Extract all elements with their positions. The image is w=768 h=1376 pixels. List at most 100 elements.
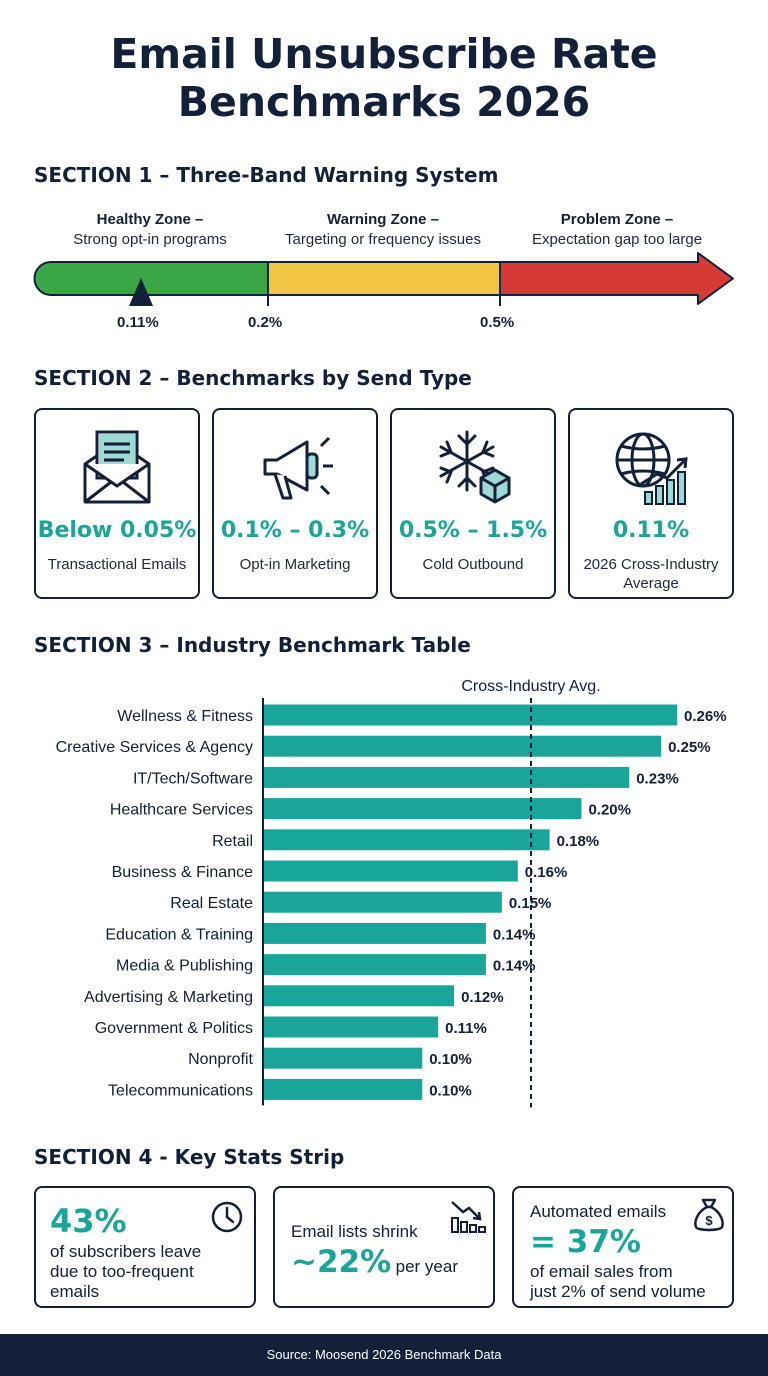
bar-2 xyxy=(263,766,630,788)
bar-7 xyxy=(263,922,486,944)
category-label-8: Media & Publishing xyxy=(116,958,253,975)
bar-5 xyxy=(263,860,518,882)
bar-4 xyxy=(263,829,550,851)
industry-bar-chart: Wellness & Fitness 0.26% Creative Services… xyxy=(56,678,727,1108)
stat-card-automated: $ Automated emails = 37% of email sales … xyxy=(512,1186,734,1308)
stat-22-top-text: Email lists shrink xyxy=(291,1222,418,1241)
value-label-5: 0.16% xyxy=(525,864,568,881)
stat-22-row: ~22% per year xyxy=(291,1244,458,1280)
snowflake-box-icon xyxy=(439,430,511,504)
title-line-2: Benchmarks 2026 xyxy=(177,78,591,126)
stat-card-list-shrink: Email lists shrink ~22% per year xyxy=(273,1186,495,1308)
card-cold-outbound: 0.5% – 1.5% Cold Outbound xyxy=(390,408,556,599)
category-label-3: Healthcare Services xyxy=(110,802,253,819)
stat-22-after-text: per year xyxy=(395,1257,459,1276)
category-label-9: Advertising & Marketing xyxy=(84,989,253,1006)
category-label-11: Nonprofit xyxy=(188,1051,253,1068)
bar-3 xyxy=(263,798,582,820)
category-label-2: IT/Tech/Software xyxy=(133,770,253,787)
problem-zone-label: Problem Zone – Expectation gap too large xyxy=(500,211,734,248)
card-opt-in: 0.1% – 0.3% Opt-in Marketing xyxy=(212,408,378,599)
bar-11 xyxy=(263,1047,423,1069)
warning-zone-label: Warning Zone – Targeting or frequency is… xyxy=(266,211,500,248)
warning-band xyxy=(267,261,501,296)
section-1-heading: SECTION 1 – Three-Band Warning System xyxy=(34,163,499,187)
value-label-10: 0.11% xyxy=(445,1020,487,1037)
stat-37-top-text: Automated emails xyxy=(530,1202,667,1221)
warning-band-bar xyxy=(33,252,734,306)
stat-43-text: of subscribers leave due to too-frequent… xyxy=(50,1242,201,1302)
warning-zone-desc: Targeting or frequency issues xyxy=(285,231,481,248)
tick-label-0-5: 0.5% xyxy=(480,314,515,331)
warning-zone-name: Warning Zone – xyxy=(327,211,439,228)
value-label-2: 0.23% xyxy=(636,770,679,787)
value-label-8: 0.14% xyxy=(493,958,536,975)
stat-43-line-2: due to too-frequent xyxy=(50,1262,194,1281)
value-label-3: 0.20% xyxy=(588,802,631,819)
bar-0 xyxy=(263,704,677,726)
bar-6 xyxy=(263,891,502,913)
globe-growth-icon xyxy=(615,432,688,505)
card-cold-outbound-value: 0.5% – 1.5% xyxy=(398,518,548,543)
bar-8 xyxy=(263,954,486,976)
tick-label-0-2: 0.2% xyxy=(248,314,283,331)
card-cross-industry: 0.11% 2026 Cross-Industry Average xyxy=(568,408,734,599)
bar-9 xyxy=(263,985,455,1007)
stat-43-value: 43% xyxy=(50,1202,127,1240)
section-2-heading: SECTION 2 – Benchmarks by Send Type xyxy=(34,366,472,390)
declining-chart-icon xyxy=(451,1201,486,1233)
bar-12 xyxy=(263,1078,423,1100)
card-transactional-value: Below 0.05% xyxy=(37,518,197,543)
stat-22-value: ~22% xyxy=(291,1244,392,1280)
card-transactional: Below 0.05% Transactional Emails xyxy=(34,408,200,599)
category-label-12: Telecommunications xyxy=(108,1082,253,1099)
value-label-7: 0.14% xyxy=(493,926,536,943)
section-4-heading: SECTION 4 - Key Stats Strip xyxy=(34,1145,345,1169)
stat-card-frequency: 43% of subscribers leave due to too-freq… xyxy=(34,1186,256,1308)
section-3-heading: SECTION 3 – Industry Benchmark Table xyxy=(34,633,471,657)
dollar-sign-glyph: $ xyxy=(705,1213,713,1228)
current-marker-icon xyxy=(129,278,153,306)
value-label-12: 0.10% xyxy=(429,1082,472,1099)
megaphone-icon xyxy=(263,436,333,500)
clock-icon xyxy=(211,1201,243,1233)
problem-band xyxy=(499,252,734,305)
value-label-11: 0.10% xyxy=(429,1051,472,1068)
problem-zone-name: Problem Zone – xyxy=(560,211,674,228)
card-transactional-label: Transactional Emails xyxy=(47,556,187,573)
stat-37-line-1: of email sales from xyxy=(530,1262,673,1281)
stat-43-line-3: emails xyxy=(50,1282,100,1301)
reference-line-label: Cross-Industry Avg. xyxy=(461,678,600,695)
category-label-6: Real Estate xyxy=(170,895,253,912)
stat-37-text: of email sales from just 2% of send volu… xyxy=(530,1262,706,1302)
value-label-4: 0.18% xyxy=(557,833,600,850)
tick-label-0-11: 0.11% xyxy=(117,314,159,331)
card-cross-industry-label: 2026 Cross-Industry Average xyxy=(583,556,719,592)
page-title: Email Unsubscribe Rate Benchmarks 2026 xyxy=(0,30,768,126)
stat-43-line-1: of subscribers leave xyxy=(50,1242,202,1261)
category-label-0: Wellness & Fitness xyxy=(117,708,253,725)
envelope-receipt-icon xyxy=(83,430,151,504)
bar-1 xyxy=(263,735,662,757)
stat-37-value: = 37% xyxy=(530,1224,641,1260)
category-label-7: Education & Training xyxy=(105,926,253,943)
category-label-1: Creative Services & Agency xyxy=(56,739,253,756)
card-opt-in-value: 0.1% – 0.3% xyxy=(220,518,370,543)
healthy-zone-name: Healthy Zone – xyxy=(96,211,204,228)
healthy-zone-desc: Strong opt-in programs xyxy=(73,231,227,248)
category-label-4: Retail xyxy=(212,833,253,850)
category-label-5: Business & Finance xyxy=(112,864,254,881)
healthy-band xyxy=(33,261,269,296)
value-label-6: 0.15% xyxy=(509,895,552,912)
value-label-0: 0.26% xyxy=(684,708,727,725)
stat-37-line-2: just 2% of send volume xyxy=(530,1282,706,1301)
problem-zone-desc: Expectation gap too large xyxy=(531,231,703,248)
card-opt-in-label: Opt-in Marketing xyxy=(239,556,351,573)
bar-10 xyxy=(263,1016,439,1038)
card-cross-industry-value: 0.11% xyxy=(612,518,690,543)
value-label-9: 0.12% xyxy=(461,989,504,1006)
footer-source: Source: Moosend 2026 Benchmark Data xyxy=(0,1334,768,1376)
healthy-zone-label: Healthy Zone – Strong opt-in programs xyxy=(34,211,266,248)
money-bag-icon: $ xyxy=(694,1198,724,1232)
category-label-10: Government & Politics xyxy=(95,1020,253,1037)
